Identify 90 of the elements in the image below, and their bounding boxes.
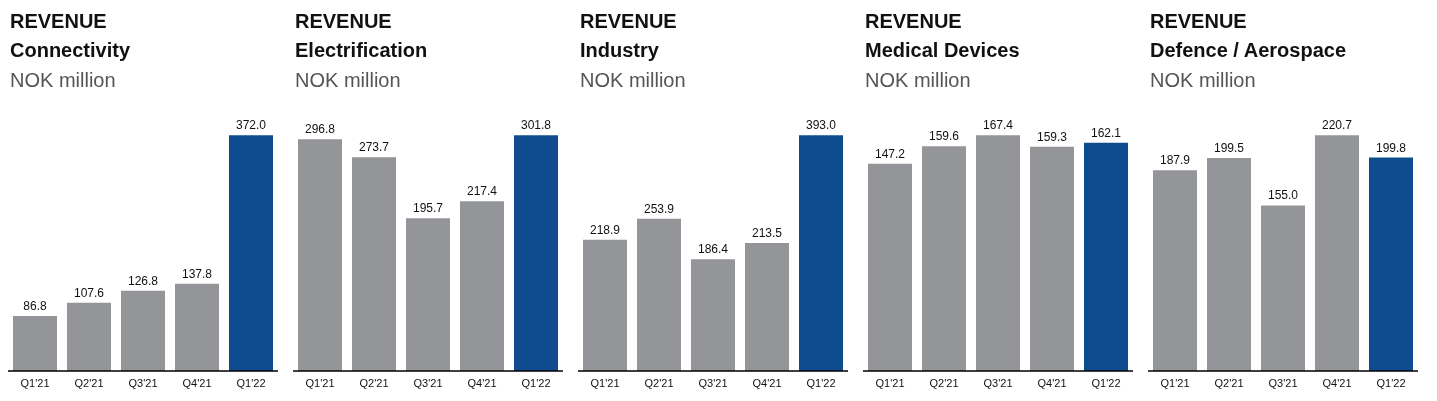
chart-subtitle: Industry	[580, 39, 659, 62]
chart-title: REVENUE	[865, 10, 962, 33]
chart-title: REVENUE	[10, 10, 107, 33]
x-tick-label: Q4'21	[752, 376, 782, 389]
x-tick-label: Q3'21	[698, 376, 728, 389]
data-label: 199.5	[1213, 140, 1245, 155]
data-label: 159.3	[1036, 129, 1068, 144]
bar	[67, 302, 111, 371]
data-label: 273.7	[358, 140, 390, 155]
y-axis-title: NOK million	[10, 69, 116, 92]
x-tick-label: Q1'21	[305, 376, 335, 389]
chart-title: REVENUE	[1150, 10, 1247, 33]
x-tick-label: Q1'22	[236, 376, 266, 389]
x-tick-label: Q2'21	[359, 376, 389, 389]
x-tick-label: Q2'21	[1214, 376, 1244, 389]
bar	[514, 135, 558, 371]
y-axis-title: NOK million	[1150, 69, 1256, 92]
chart-subtitle: Connectivity	[10, 39, 131, 62]
bar	[1315, 135, 1359, 371]
data-label: 220.7	[1321, 118, 1353, 133]
data-label: 186.4	[697, 242, 729, 257]
x-tick-label: Q4'21	[182, 376, 212, 389]
x-tick-label: Q3'21	[413, 376, 443, 389]
bar	[352, 157, 396, 371]
bar	[976, 135, 1020, 371]
data-label: 217.4	[466, 184, 498, 199]
y-axis-title: NOK million	[295, 69, 401, 92]
bar	[298, 139, 342, 371]
data-label: 372.0	[235, 118, 267, 133]
bar	[460, 201, 504, 371]
x-tick-label: Q1'22	[806, 376, 836, 389]
data-label: 162.1	[1090, 125, 1122, 140]
x-tick-label: Q2'21	[929, 376, 959, 389]
data-label: 137.8	[181, 266, 213, 281]
data-label: 126.8	[127, 273, 159, 288]
y-axis-title: NOK million	[580, 69, 686, 92]
x-tick-label: Q3'21	[128, 376, 158, 389]
chart-subtitle: Defence / Aerospace	[1150, 39, 1347, 62]
x-tick-label: Q4'21	[1037, 376, 1067, 389]
chart-title: REVENUE	[295, 10, 392, 33]
x-tick-label: Q1'22	[1376, 376, 1406, 389]
bar	[1207, 157, 1251, 371]
bar	[1369, 157, 1413, 371]
x-tick-label: Q2'21	[644, 376, 674, 389]
x-tick-label: Q3'21	[983, 376, 1013, 389]
bar	[583, 239, 627, 371]
x-tick-label: Q3'21	[1268, 376, 1298, 389]
x-tick-label: Q1'21	[20, 376, 50, 389]
bar	[745, 242, 789, 371]
bar	[121, 290, 165, 371]
bar	[691, 259, 735, 371]
data-label: 187.9	[1159, 153, 1191, 168]
bar	[406, 218, 450, 371]
chart-subtitle: Medical Devices	[865, 39, 1020, 62]
bar	[1261, 205, 1305, 371]
data-label: 86.8	[23, 299, 47, 313]
data-label: 393.0	[805, 118, 837, 133]
chart-title: REVENUE	[580, 10, 677, 33]
x-tick-label: Q1'21	[875, 376, 905, 389]
data-label: 155.0	[1267, 188, 1299, 203]
bar	[175, 283, 219, 371]
data-label: 301.8	[520, 118, 552, 133]
bar	[637, 218, 681, 371]
x-tick-label: Q1'22	[1091, 376, 1121, 389]
x-tick-label: Q1'21	[1160, 376, 1190, 389]
y-axis-title: NOK million	[865, 69, 971, 92]
data-label: 195.7	[412, 201, 444, 216]
bar	[229, 135, 273, 371]
data-label: 107.6	[73, 285, 105, 300]
bar	[868, 163, 912, 371]
data-label: 159.6	[928, 129, 960, 144]
bar	[922, 146, 966, 371]
data-label: 199.8	[1375, 140, 1407, 155]
data-label: 296.8	[304, 122, 336, 137]
data-label: 218.9	[589, 222, 621, 237]
data-label: 253.9	[643, 201, 675, 216]
x-tick-label: Q1'22	[521, 376, 551, 389]
x-tick-label: Q1'21	[590, 376, 620, 389]
data-label: 167.4	[982, 118, 1014, 133]
bar	[13, 316, 57, 371]
data-label: 213.5	[751, 225, 783, 240]
bar	[1084, 142, 1128, 371]
bar	[799, 135, 843, 371]
data-label: 147.2	[874, 146, 906, 161]
bar	[1030, 146, 1074, 371]
bar	[1153, 170, 1197, 371]
x-tick-label: Q4'21	[1322, 376, 1352, 389]
x-tick-label: Q4'21	[467, 376, 497, 389]
chart-subtitle: Electrification	[295, 39, 428, 62]
x-tick-label: Q2'21	[74, 376, 104, 389]
